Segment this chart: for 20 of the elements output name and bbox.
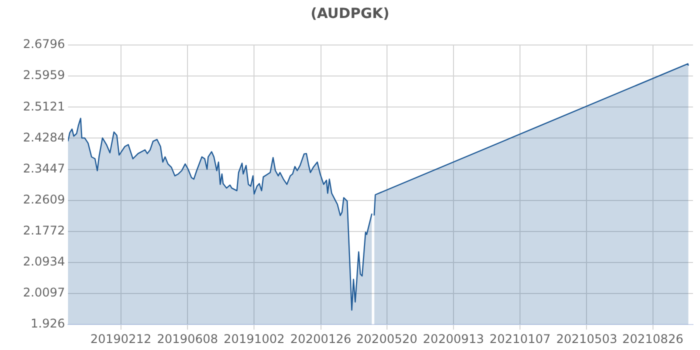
y-tick-label: 2.2609	[23, 192, 65, 206]
y-tick-label: 2.4284	[23, 130, 65, 144]
x-tick-label: 20210503	[556, 332, 618, 346]
y-tick-label: 2.5121	[23, 99, 65, 114]
x-tick-label: 20210826	[622, 332, 684, 346]
x-tick-label: 20191002	[224, 332, 285, 346]
x-tick-label: 20210107	[490, 332, 551, 346]
x-tick-label: 20200126	[290, 332, 352, 346]
y-tick-label: 1.926	[30, 316, 65, 331]
y-tick-label: 2.0934	[23, 254, 65, 269]
y-tick-label: 2.1772	[23, 224, 65, 238]
x-tick-label: 20190212	[90, 332, 152, 346]
chart-title: (AUDPGK)	[310, 6, 390, 22]
x-tick-label: 20200913	[422, 332, 484, 346]
x-tick-label: 20200520	[356, 332, 418, 346]
y-tick-label: 2.5959	[23, 68, 65, 82]
y-tick-label: 2.3447	[23, 161, 65, 176]
y-tick-label: 2.6796	[23, 37, 65, 52]
x-tick-label: 20190608	[156, 332, 218, 346]
y-tick-label: 2.0097	[23, 286, 65, 300]
